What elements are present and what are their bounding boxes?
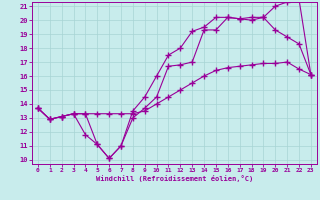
X-axis label: Windchill (Refroidissement éolien,°C): Windchill (Refroidissement éolien,°C) xyxy=(96,175,253,182)
